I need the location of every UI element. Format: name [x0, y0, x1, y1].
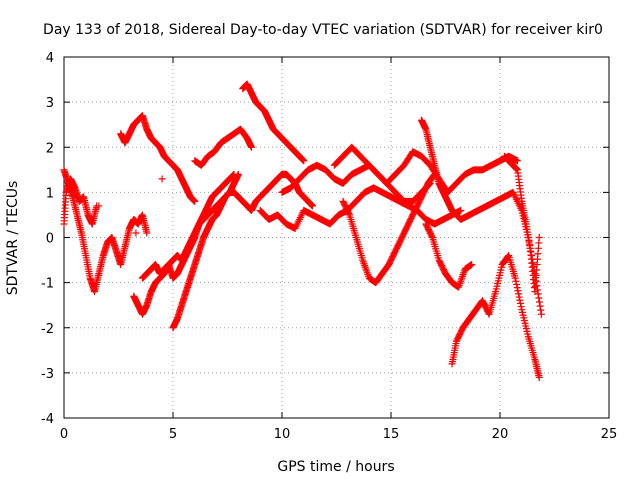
data-point [504, 252, 512, 260]
data-point [234, 170, 242, 178]
data-point [535, 373, 543, 381]
outlier-point [132, 229, 140, 237]
data-point [515, 290, 523, 298]
data-point [535, 294, 543, 302]
y-tick-label: 2 [46, 141, 54, 156]
data-point [517, 303, 525, 311]
data-point [143, 229, 151, 237]
y-tick-label: 3 [46, 96, 54, 111]
data-point [535, 234, 543, 241]
y-tick-label: 1 [46, 186, 54, 201]
data-point [535, 298, 543, 306]
y-tick-label: 4 [46, 51, 54, 66]
outlier-point [95, 202, 103, 210]
data-point [345, 210, 353, 218]
data-point [513, 284, 521, 292]
plot-frame [63, 56, 610, 419]
data-point [516, 299, 524, 307]
data-point [514, 287, 522, 295]
y-tick-label: -2 [41, 322, 54, 337]
y-tick-label: 0 [46, 232, 54, 247]
data-points [60, 80, 545, 381]
y-tick-label: -3 [41, 367, 54, 382]
data-point [511, 274, 519, 282]
data-point [300, 157, 308, 165]
data-point [247, 143, 255, 151]
data-point [537, 310, 545, 318]
data-point [513, 280, 521, 288]
x-tick-label: 15 [383, 427, 400, 442]
x-axis-label: GPS time / hours [277, 459, 394, 475]
data-point [457, 206, 465, 214]
x-tick-label: 0 [60, 427, 68, 442]
data-point [309, 202, 317, 210]
chart-title: Day 133 of 2018, Sidereal Day-to-day VTE… [43, 22, 603, 38]
x-tick-label: 10 [274, 427, 291, 442]
grid [64, 57, 609, 418]
data-point [516, 296, 524, 304]
data-point [428, 232, 436, 240]
data-point [191, 197, 199, 205]
y-axis-label: SDTVAR / TECUs [5, 181, 21, 296]
x-tick-label: 5 [169, 427, 177, 442]
y-tick-label: -1 [41, 277, 54, 292]
x-tick-label: 20 [492, 427, 509, 442]
data-point [513, 157, 521, 165]
data-point [468, 261, 476, 269]
data-point [512, 277, 520, 285]
data-point [536, 302, 544, 310]
data-point [515, 293, 523, 301]
data-point [530, 262, 538, 270]
x-tick-label: 25 [601, 427, 618, 442]
y-tick-label: -4 [41, 412, 54, 427]
data-point [537, 306, 545, 314]
outlier-point [158, 175, 166, 183]
